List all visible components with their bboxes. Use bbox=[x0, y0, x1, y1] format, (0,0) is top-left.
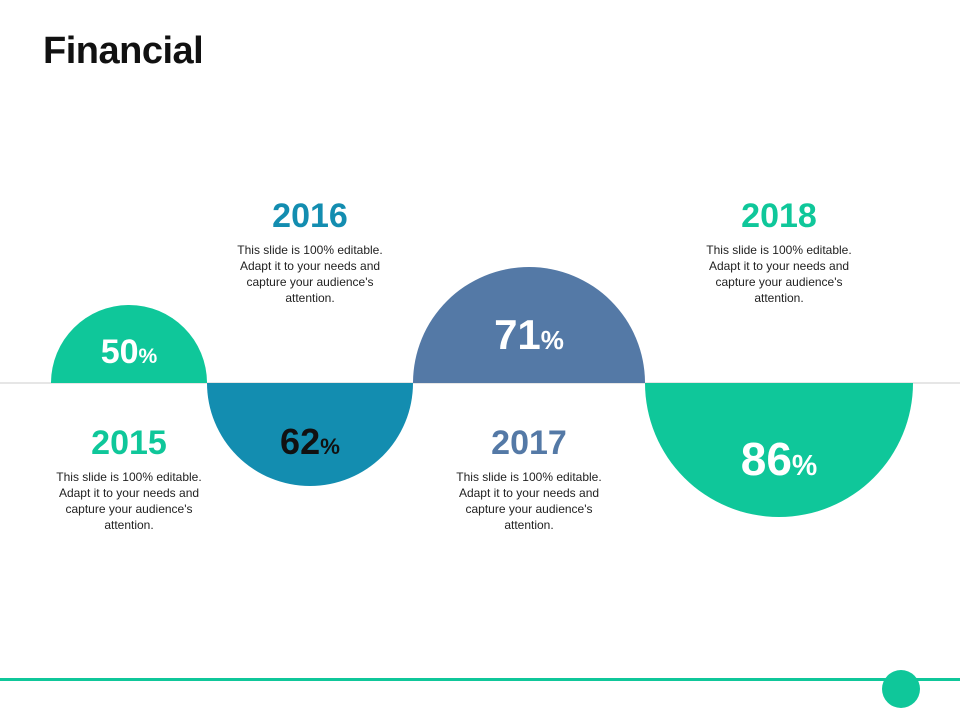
percent-2015: 50% bbox=[79, 333, 179, 372]
year-2016: 2016 bbox=[272, 197, 348, 235]
semicircle-2017 bbox=[413, 267, 645, 383]
percent-unit: % bbox=[320, 434, 340, 459]
year-2017: 2017 bbox=[491, 424, 567, 462]
footer-line bbox=[0, 678, 960, 681]
footer-dot bbox=[882, 670, 920, 708]
percent-value: 71 bbox=[494, 311, 541, 358]
percent-unit: % bbox=[791, 450, 818, 482]
description-2018: This slide is 100% editable. Adapt it to… bbox=[706, 243, 852, 305]
percent-2017: 71% bbox=[459, 311, 599, 359]
percent-value: 62 bbox=[280, 421, 321, 462]
percent-value: 50 bbox=[100, 333, 139, 371]
page-title: Financial bbox=[43, 30, 204, 72]
percent-unit: % bbox=[138, 345, 158, 368]
percent-2018: 86% bbox=[709, 432, 849, 486]
semicircle-2015 bbox=[51, 305, 207, 383]
description-2015: This slide is 100% editable. Adapt it to… bbox=[56, 470, 202, 532]
semicircle-2018 bbox=[645, 383, 913, 517]
semicircle-2016 bbox=[207, 383, 413, 486]
year-2015: 2015 bbox=[91, 424, 167, 462]
percent-unit: % bbox=[540, 325, 564, 355]
percent-value: 86 bbox=[740, 433, 792, 485]
year-2018: 2018 bbox=[741, 197, 817, 235]
description-2017: This slide is 100% editable. Adapt it to… bbox=[456, 470, 602, 532]
description-2016: This slide is 100% editable. Adapt it to… bbox=[237, 243, 383, 305]
percent-2016: 62% bbox=[250, 421, 370, 463]
